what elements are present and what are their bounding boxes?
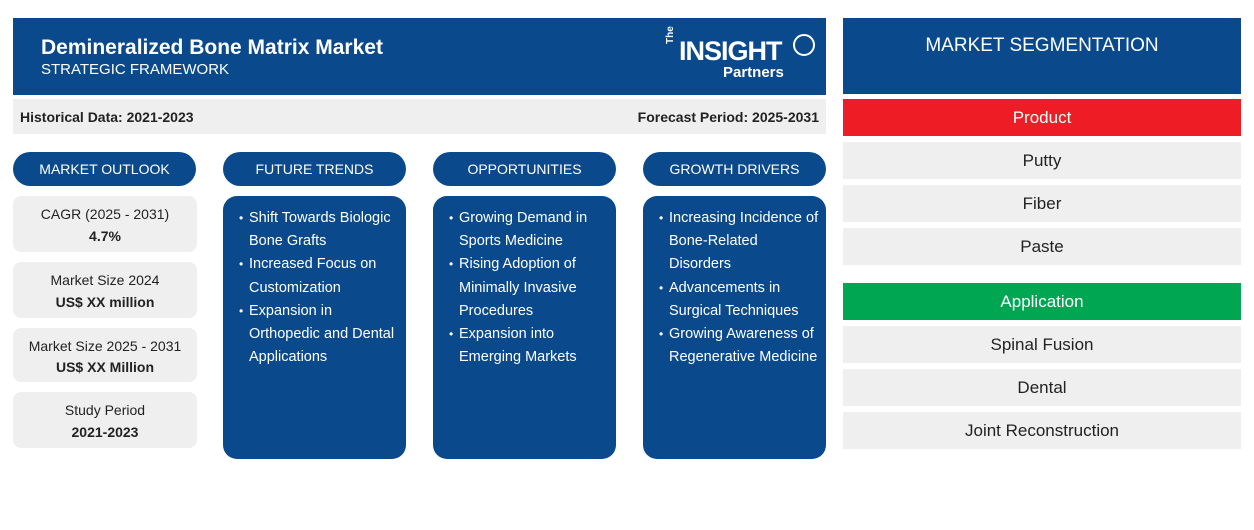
growth-drivers-list: Increasing Incidence of Bone-Related Dis… [659,207,819,369]
market-outlook-header: MARKET OUTLOOK [13,152,196,186]
list-item: Growing Demand in Sports Medicine [449,207,609,253]
page-title: Demineralized Bone Matrix Market [41,36,383,59]
segment-item-fiber: Fiber [843,185,1241,222]
list-item: Increased Focus on Customization [239,253,399,299]
header-banner: Demineralized Bone Matrix Market STRATEG… [13,18,826,95]
logo-insight-text: INSIGHT [679,36,783,66]
stat-label: Market Size 2025 - 2031 [28,338,182,354]
stat-value: 4.7% [89,228,121,244]
stat-box-market-size-2024: Market Size 2024 US$ XX million [13,262,197,318]
opportunities-list: Growing Demand in Sports Medicine Rising… [449,207,609,369]
list-item: Advancements in Surgical Techniques [659,277,819,323]
segment-item-paste: Paste [843,228,1241,265]
list-item: Expansion into Emerging Markets [449,323,609,369]
segment-item-spinal-fusion: Spinal Fusion [843,326,1241,363]
stat-label: Study Period [64,402,146,418]
segment-category-application: Application [843,283,1241,320]
list-item: Increasing Incidence of Bone-Related Dis… [659,207,819,277]
historical-period: Historical Data: 2021-2023 [20,109,194,125]
period-bar: Historical Data: 2021-2023 Forecast Peri… [13,99,826,134]
segment-item-joint-reconstruction: Joint Reconstruction [843,412,1241,449]
stat-value: US$ XX Million [55,359,154,375]
segmentation-header: MARKET SEGMENTATION [843,18,1241,94]
future-trends-list: Shift Towards Biologic Bone Grafts Incre… [239,207,399,369]
stat-value: US$ XX million [55,294,155,310]
list-item: Rising Adoption of Minimally Invasive Pr… [449,253,609,323]
stat-box-study-period: Study Period 2021-2023 [13,392,197,448]
stat-box-market-size-forecast: Market Size 2025 - 2031 US$ XX Million [13,328,197,382]
future-trends-header: FUTURE TRENDS [223,152,406,186]
list-item: Shift Towards Biologic Bone Grafts [239,207,399,253]
segmentation-title: MARKET SEGMENTATION [925,35,1159,56]
logo-partners-text: Partners [723,64,784,81]
logo-ring-icon [793,34,815,56]
stat-box-cagr: CAGR (2025 - 2031) 4.7% [13,196,197,252]
list-item: Growing Awareness of Regenerative Medici… [659,323,819,369]
list-item: Expansion in Orthopedic and Dental Appli… [239,300,399,370]
forecast-period: Forecast Period: 2025-2031 [637,109,819,125]
stat-label: CAGR (2025 - 2031) [40,206,170,222]
segment-category-product: Product [843,99,1241,136]
opportunities-header: OPPORTUNITIES [433,152,616,186]
segment-item-dental: Dental [843,369,1241,406]
opportunities-card: Growing Demand in Sports Medicine Rising… [433,196,616,459]
growth-drivers-header: GROWTH DRIVERS [643,152,826,186]
insight-partners-logo: The INSIGHT Partners [665,26,815,84]
future-trends-card: Shift Towards Biologic Bone Grafts Incre… [223,196,406,459]
segment-item-putty: Putty [843,142,1241,179]
page-subtitle: STRATEGIC FRAMEWORK [41,61,230,78]
growth-drivers-card: Increasing Incidence of Bone-Related Dis… [643,196,826,459]
logo-the-text: The [665,26,676,44]
stat-value: 2021-2023 [71,424,139,440]
stat-label: Market Size 2024 [50,272,160,288]
